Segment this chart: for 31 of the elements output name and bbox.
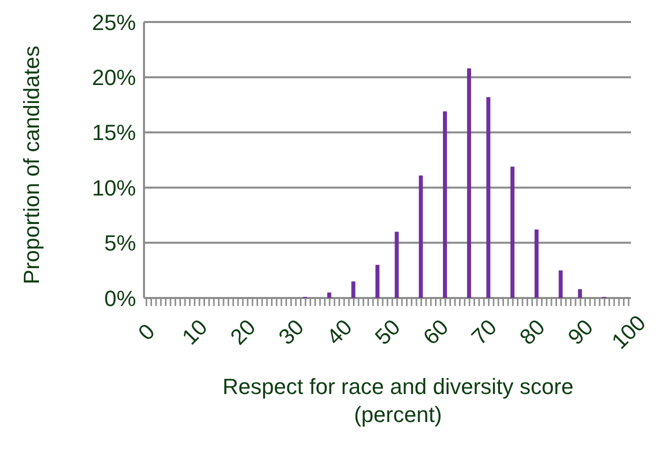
y-tick-label: 5% (104, 230, 136, 256)
x-tick-label: 0 (133, 318, 160, 346)
y-tick-label: 25% (92, 10, 136, 35)
bar (486, 97, 490, 298)
bar (375, 264, 380, 298)
bar (534, 230, 539, 298)
bar (578, 289, 582, 298)
x-axis-title: Respect for race and diversity score (percent) (222, 373, 574, 429)
x-tick-label: 50 (370, 314, 405, 350)
x-tick-label: 80 (514, 314, 550, 350)
bar (327, 292, 332, 298)
bar (394, 232, 399, 298)
y-tick-label: 20% (92, 65, 136, 90)
y-axis-title: Proportion of candidates (18, 46, 44, 284)
bar (510, 166, 514, 298)
bar (467, 68, 472, 298)
bar (418, 175, 423, 298)
bar (558, 270, 563, 298)
x-tick-label: 60 (418, 314, 454, 350)
y-tick-label: 15% (92, 120, 136, 146)
y-tick-label: 10% (92, 175, 136, 200)
x-tick-label: 90 (562, 314, 598, 350)
bar (442, 111, 447, 298)
y-tick-label: 0% (104, 286, 136, 311)
x-tick-label: 40 (322, 314, 357, 350)
x-tick-label: 10 (177, 314, 212, 350)
x-tick-label: 100 (606, 310, 650, 354)
x-tick-label: 30 (274, 314, 309, 350)
x-tick-label: 70 (466, 314, 502, 350)
bar (351, 281, 356, 298)
x-tick-label: 20 (225, 314, 260, 350)
